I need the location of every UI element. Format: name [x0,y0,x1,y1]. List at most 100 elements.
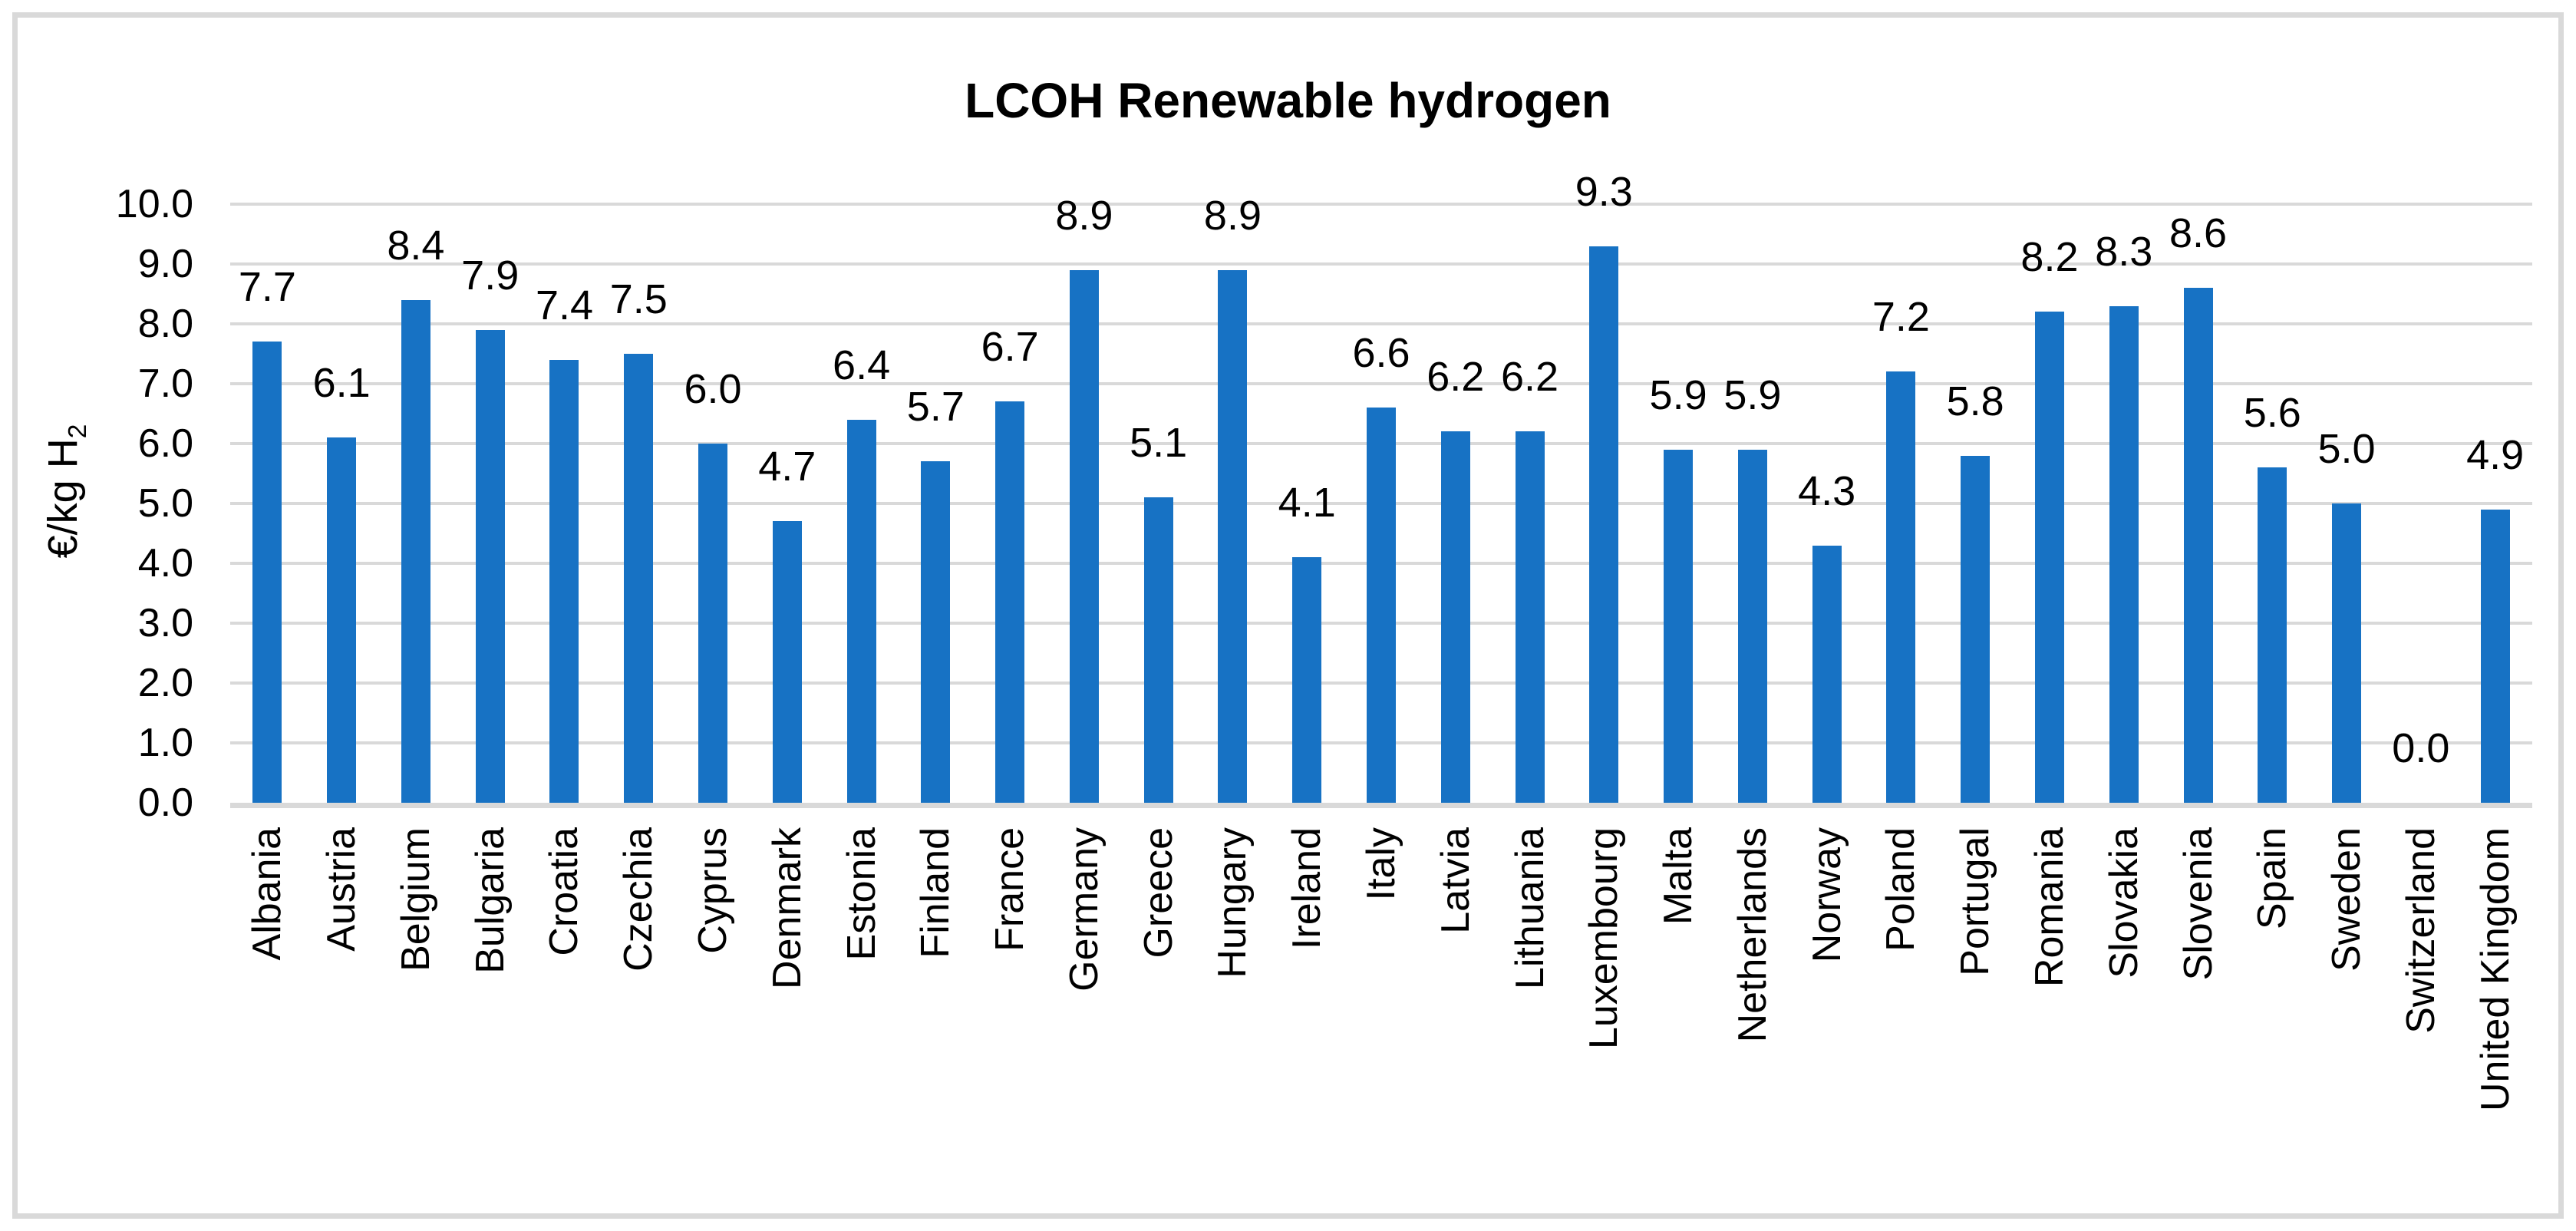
category-label-france: France [973,827,1047,1196]
bar-united-kingdom [2480,510,2510,803]
plot-area: 7.7 6.1 8.4 7.9 7.4 7.5 6.0 4.7 6.4 5.7 6.7 8.9 5.1 8… [230,171,2532,808]
category-label-text: Denmark [764,827,810,989]
value-label-hungary: 8.9 [1203,193,1262,239]
category-label-text: France [988,827,1033,952]
category-label-text: Ireland [1285,827,1330,949]
bar-ireland [1292,557,1322,803]
y-tick-label: 6.0 [137,421,193,466]
value-label-albania: 7.7 [238,264,296,310]
gridline [230,322,2532,325]
y-tick-label: 8.0 [137,302,193,346]
category-label-czechia: Czechia [602,827,676,1196]
bar-italy [1367,408,1396,803]
value-label-norway: 4.3 [1798,468,1856,514]
category-label-spain: Spain [2235,827,2310,1196]
value-label-germany: 8.9 [1055,193,1113,239]
y-tick-label: 0.0 [137,781,193,825]
category-label-text: Cyprus [691,827,736,954]
category-label-text: Spain [2250,827,2295,929]
value-label-latvia: 6.2 [1427,354,1485,400]
category-label-text: United Kingdom [2472,827,2518,1111]
category-label-albania: Albania [230,827,305,1196]
value-label-italy: 6.6 [1352,330,1410,376]
category-label-finland: Finland [899,827,973,1196]
x-axis-line [230,803,2532,808]
y-tick-label: 1.0 [137,721,193,765]
value-label-austria: 6.1 [312,360,371,406]
bar-albania [252,342,282,803]
value-label-sweden: 5.0 [2317,426,2376,472]
category-label-denmark: Denmark [750,827,824,1196]
bar-greece [1143,497,1173,803]
bar-spain [2258,467,2287,803]
bar-cyprus [698,444,728,803]
bar-croatia [549,360,579,803]
category-label-italy: Italy [1344,827,1419,1196]
category-label-text: Slovenia [2175,827,2221,981]
value-label-malta: 5.9 [1649,372,1707,418]
y-tick-label: 5.0 [137,481,193,526]
category-label-text: Latvia [1433,827,1478,934]
category-label-malta: Malta [1641,827,1716,1196]
category-label-netherlands: Netherlands [1715,827,1789,1196]
y-axis-tick-labels: 0.0 1.0 2.0 3.0 4.0 5.0 6.0 7.0 8.0 9.0 10.0 [0,182,193,825]
category-label-sweden: Sweden [2310,827,2384,1196]
bar-romania [2034,312,2064,803]
value-label-croatia: 7.4 [535,282,594,328]
category-label-text: Norway [1804,827,1849,963]
category-label-romania: Romania [2013,827,2087,1196]
value-label-france: 6.7 [981,324,1039,370]
y-tick-label: 2.0 [137,661,193,705]
category-label-text: Luxembourg [1582,827,1627,1050]
value-label-belgium: 8.4 [387,223,445,269]
x-axis-category-labels: Albania Austria Belgium Bulgaria Croatia Czec… [230,827,2532,1196]
category-label-bulgaria: Bulgaria [453,827,527,1196]
category-label-estonia: Estonia [824,827,899,1196]
category-label-slovakia: Slovakia [2086,827,2161,1196]
bar-slovakia [2109,306,2139,803]
value-label-slovenia: 8.6 [2169,210,2228,256]
bar-norway [1812,546,1842,803]
category-label-text: Poland [1878,827,1924,952]
bar-denmark [772,521,802,803]
category-label-text: Albania [245,827,290,961]
gridline [230,382,2532,385]
category-label-text: Portugal [1953,827,1998,976]
category-label-text: Austria [319,827,364,952]
category-label-germany: Germany [1047,827,1122,1196]
category-label-text: Hungary [1210,827,1255,979]
value-label-romania: 8.2 [2020,234,2079,280]
bar-hungary [1218,270,1248,803]
category-label-latvia: Latvia [1418,827,1492,1196]
category-label-lithuania: Lithuania [1492,827,1567,1196]
value-label-luxembourg: 9.3 [1575,169,1633,215]
chart-frame [12,12,2564,1219]
category-label-text: Finland [913,827,958,959]
y-tick-label: 3.0 [137,601,193,645]
value-label-ireland: 4.1 [1278,480,1336,526]
value-label-slovakia: 8.3 [2095,229,2153,275]
bar-sweden [2332,503,2362,803]
bar-netherlands [1737,450,1767,803]
value-label-czechia: 7.5 [609,276,668,322]
gridline [230,262,2532,266]
y-tick-label: 7.0 [137,361,193,406]
value-label-estonia: 6.4 [833,342,891,388]
bar-malta [1664,450,1694,803]
chart-title: LCOH Renewable hydrogen [965,73,1611,128]
y-tick-label: 4.0 [137,541,193,586]
category-label-greece: Greece [1121,827,1196,1196]
category-label-text: Germany [1061,827,1107,992]
category-label-cyprus: Cyprus [676,827,750,1196]
bar-czechia [624,354,654,803]
category-label-text: Malta [1656,827,1701,926]
category-label-text: Czechia [616,827,661,972]
value-label-lithuania: 6.2 [1501,354,1559,400]
bar-finland [921,461,951,803]
value-label-portugal: 5.8 [1946,378,2004,424]
category-label-text: Croatia [542,827,587,956]
category-label-portugal: Portugal [1938,827,2013,1196]
value-label-greece: 5.1 [1130,420,1188,466]
category-label-slovenia: Slovenia [2161,827,2235,1196]
